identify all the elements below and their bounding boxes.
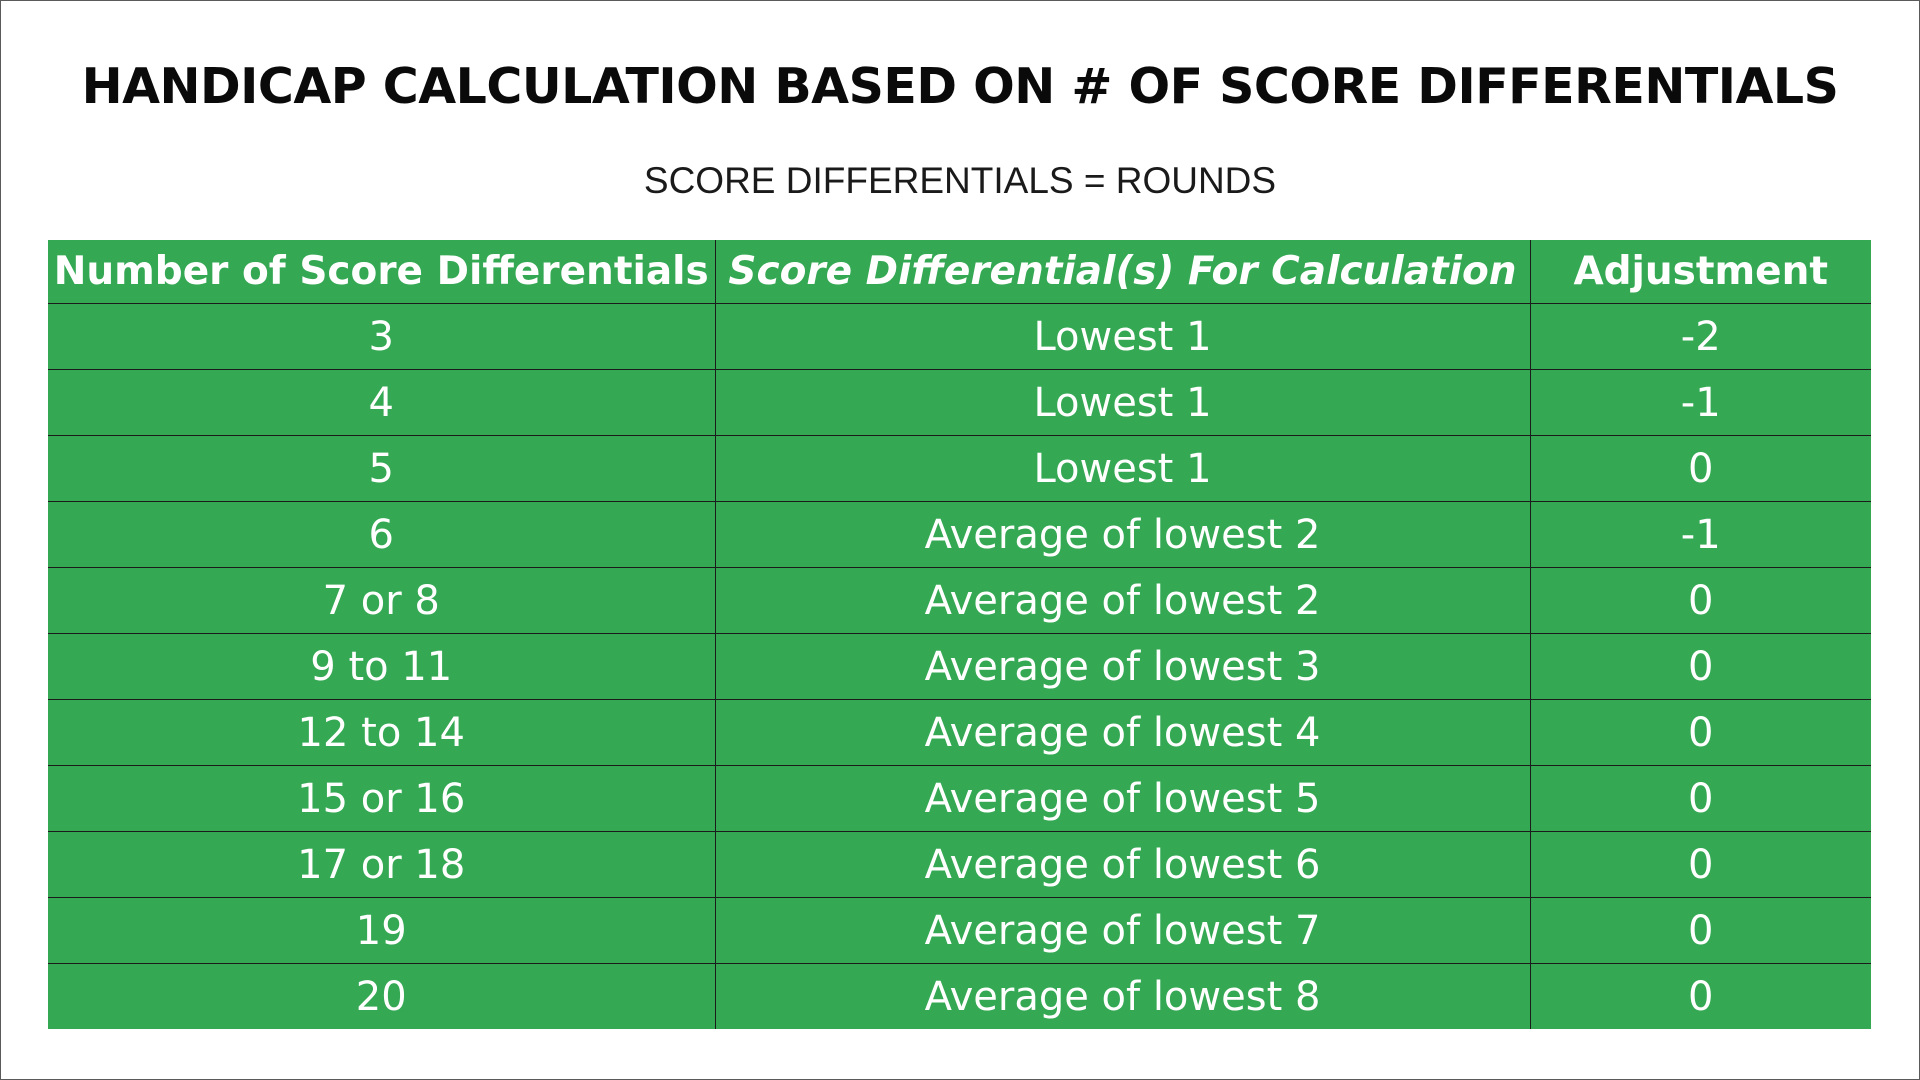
cell-adjustment: -1 bbox=[1529, 369, 1871, 436]
header-differentials-for-calculation: Score Differential(s) For Calculation bbox=[714, 240, 1531, 304]
cell-calculation: Lowest 1 bbox=[714, 303, 1531, 370]
cell-adjustment: 0 bbox=[1529, 435, 1871, 502]
table-row: 17 or 18 Average of lowest 6 0 bbox=[48, 831, 1871, 898]
cell-number: 4 bbox=[48, 369, 716, 436]
cell-adjustment: -1 bbox=[1529, 501, 1871, 568]
table-row: 12 to 14 Average of lowest 4 0 bbox=[48, 699, 1871, 766]
handicap-table: Number of Score Differentials Score Diff… bbox=[48, 240, 1871, 1029]
table-row: 9 to 11 Average of lowest 3 0 bbox=[48, 633, 1871, 700]
cell-adjustment: 0 bbox=[1529, 963, 1871, 1029]
header-number-of-differentials: Number of Score Differentials bbox=[48, 240, 716, 304]
cell-calculation: Average of lowest 2 bbox=[714, 501, 1531, 568]
cell-number: 12 to 14 bbox=[48, 699, 716, 766]
cell-adjustment: 0 bbox=[1529, 567, 1871, 634]
cell-number: 17 or 18 bbox=[48, 831, 716, 898]
page-title: HANDICAP CALCULATION BASED ON # OF SCORE… bbox=[81, 58, 1839, 115]
cell-calculation: Average of lowest 4 bbox=[714, 699, 1531, 766]
cell-adjustment: 0 bbox=[1529, 633, 1871, 700]
table-row: 6 Average of lowest 2 -1 bbox=[48, 501, 1871, 568]
cell-number: 6 bbox=[48, 501, 716, 568]
cell-calculation: Average of lowest 5 bbox=[714, 765, 1531, 832]
table-row: 15 or 16 Average of lowest 5 0 bbox=[48, 765, 1871, 832]
cell-calculation: Average of lowest 2 bbox=[714, 567, 1531, 634]
cell-adjustment: 0 bbox=[1529, 699, 1871, 766]
cell-adjustment: 0 bbox=[1529, 897, 1871, 964]
cell-calculation: Lowest 1 bbox=[714, 435, 1531, 502]
cell-calculation: Average of lowest 7 bbox=[714, 897, 1531, 964]
cell-number: 7 or 8 bbox=[48, 567, 716, 634]
table-row: 3 Lowest 1 -2 bbox=[48, 303, 1871, 370]
table-row: 5 Lowest 1 0 bbox=[48, 435, 1871, 502]
cell-number: 5 bbox=[48, 435, 716, 502]
cell-calculation: Average of lowest 3 bbox=[714, 633, 1531, 700]
cell-adjustment: -2 bbox=[1529, 303, 1871, 370]
header-adjustment: Adjustment bbox=[1529, 240, 1871, 304]
table-header-row: Number of Score Differentials Score Diff… bbox=[48, 240, 1871, 304]
cell-number: 15 or 16 bbox=[48, 765, 716, 832]
cell-calculation: Lowest 1 bbox=[714, 369, 1531, 436]
page-subtitle: SCORE DIFFERENTIALS = ROUNDS bbox=[643, 160, 1277, 201]
cell-adjustment: 0 bbox=[1529, 765, 1871, 832]
cell-number: 19 bbox=[48, 897, 716, 964]
cell-adjustment: 0 bbox=[1529, 831, 1871, 898]
cell-calculation: Average of lowest 6 bbox=[714, 831, 1531, 898]
cell-number: 3 bbox=[48, 303, 716, 370]
table-row: 19 Average of lowest 7 0 bbox=[48, 897, 1871, 964]
table-row: 7 or 8 Average of lowest 2 0 bbox=[48, 567, 1871, 634]
cell-calculation: Average of lowest 8 bbox=[714, 963, 1531, 1029]
table-row: 4 Lowest 1 -1 bbox=[48, 369, 1871, 436]
cell-number: 20 bbox=[48, 963, 716, 1029]
table-row: 20 Average of lowest 8 0 bbox=[48, 963, 1871, 1029]
cell-number: 9 to 11 bbox=[48, 633, 716, 700]
